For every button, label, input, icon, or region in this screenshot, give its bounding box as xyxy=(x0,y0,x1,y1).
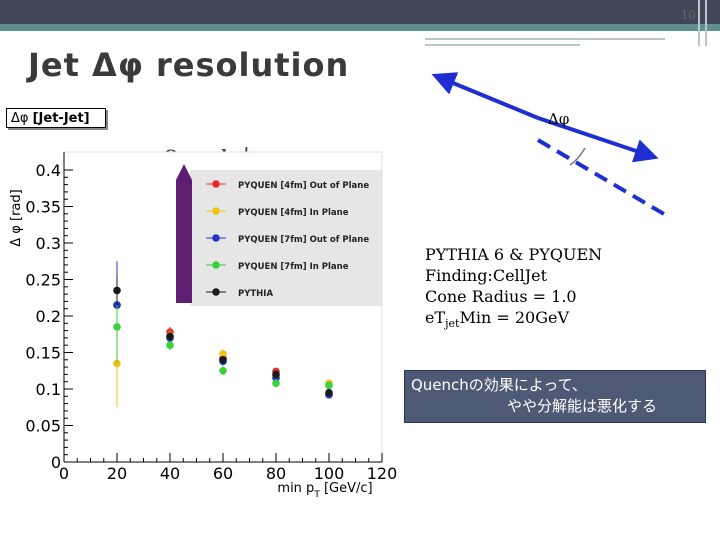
conclusion-note: Quenchの効果によって、 やや分解能は悪化する xyxy=(404,370,706,423)
y-tick-label: 0.35 xyxy=(25,198,61,217)
legend-entry: PYQUEN [7fm] Out of Plane xyxy=(238,235,369,245)
x-axis-label: min pT [GeV/c] xyxy=(277,481,372,500)
data-point xyxy=(113,286,121,295)
x-tick-label: 60 xyxy=(213,464,233,483)
legend-entry: PYQUEN [4fm] Out of Plane xyxy=(238,181,369,191)
y-tick-label: 0.25 xyxy=(25,271,61,290)
info-line: Cone Radius = 1.0 xyxy=(425,287,577,306)
plot-axes: 0 0.05 0.1 0.15 0.2 0.25 0.3 0.35 0.4 0 20 40 60 80 10… xyxy=(25,152,397,483)
plot-label-prefix: Δφ xyxy=(11,111,29,126)
data-point xyxy=(272,370,280,379)
y-tick-label: 0.3 xyxy=(36,234,61,253)
x-tick-label: 0 xyxy=(59,464,69,483)
slide-accent-bar xyxy=(0,24,720,31)
x-tick-label: 20 xyxy=(107,464,127,483)
y-tick-label: 0.4 xyxy=(36,161,61,180)
note-line-1: Quenchの効果によって、 xyxy=(411,376,587,394)
info-block: PYTHIA 6 & PYQUEN Finding:CellJet Cone R… xyxy=(425,244,602,334)
plot-points xyxy=(113,261,333,408)
jet-arrow-upper xyxy=(431,72,539,120)
x-tick-label: 40 xyxy=(160,464,180,483)
slide-title: Jet Δφ resolution xyxy=(28,46,350,84)
x-axis-label-main: min p xyxy=(277,481,314,496)
y-tick-label: 0.15 xyxy=(25,344,61,363)
info-et: eT xyxy=(425,308,446,327)
data-point xyxy=(219,350,227,358)
slide-top-bar xyxy=(0,0,720,24)
jet-dashed-line xyxy=(536,138,666,216)
data-point xyxy=(219,356,227,364)
jet-arrow-lower xyxy=(537,116,659,163)
legend-entry: PYQUEN [4fm] In Plane xyxy=(238,208,349,218)
y-tick-label: 0.2 xyxy=(36,307,61,326)
legend-marker xyxy=(212,207,220,215)
x-axis-label-sub: T xyxy=(313,490,320,500)
quench-arrow xyxy=(176,164,192,303)
angle-label: Δφ xyxy=(548,110,570,128)
x-axis-label-unit: [GeV/c] xyxy=(320,481,373,496)
data-point xyxy=(325,381,333,390)
data-point xyxy=(325,388,333,397)
decor-line xyxy=(425,44,580,46)
y-tick-label: 0.1 xyxy=(36,380,61,399)
data-point xyxy=(272,379,280,387)
legend: PYQUEN [4fm] Out of Plane PYQUEN [4fm] In… xyxy=(206,180,369,299)
plot-label-tag: [Jet-Jet] xyxy=(32,111,90,126)
legend-marker xyxy=(212,234,220,242)
data-point xyxy=(166,341,174,350)
angle-arc xyxy=(569,147,586,166)
info-jet-sub: jet xyxy=(445,317,460,331)
legend-entry: PYQUEN [7fm] In Plane xyxy=(238,262,349,272)
page-number: 10 xyxy=(680,8,696,22)
decor-line xyxy=(705,0,707,46)
y-tick-label: 0 xyxy=(51,453,61,472)
info-line: eTjetMin = 20GeV xyxy=(425,307,602,334)
data-point xyxy=(219,366,227,375)
plot-label-box: Δφ [Jet-Jet] xyxy=(6,108,106,128)
legend-marker xyxy=(212,180,220,188)
data-point xyxy=(166,332,174,341)
note-line-2: やや分解能は悪化する xyxy=(507,397,658,415)
info-line: PYTHIA 6 & PYQUEN xyxy=(425,245,603,264)
info-line: Finding:CellJet xyxy=(425,266,548,285)
legend-entry: PYTHIA xyxy=(238,289,273,299)
y-tick-label: 0.05 xyxy=(25,417,61,436)
data-point xyxy=(113,323,121,331)
info-min: Min = 20GeV xyxy=(459,308,570,327)
legend-marker xyxy=(212,288,220,296)
x-tick-label: 120 xyxy=(367,464,398,483)
y-axis-label: Δ φ [rad] xyxy=(9,189,24,246)
decor-line xyxy=(425,38,665,40)
legend-marker xyxy=(212,261,220,269)
decor-line xyxy=(698,0,700,46)
x-tick-label: 80 xyxy=(266,464,286,483)
x-tick-label: 100 xyxy=(314,464,345,483)
